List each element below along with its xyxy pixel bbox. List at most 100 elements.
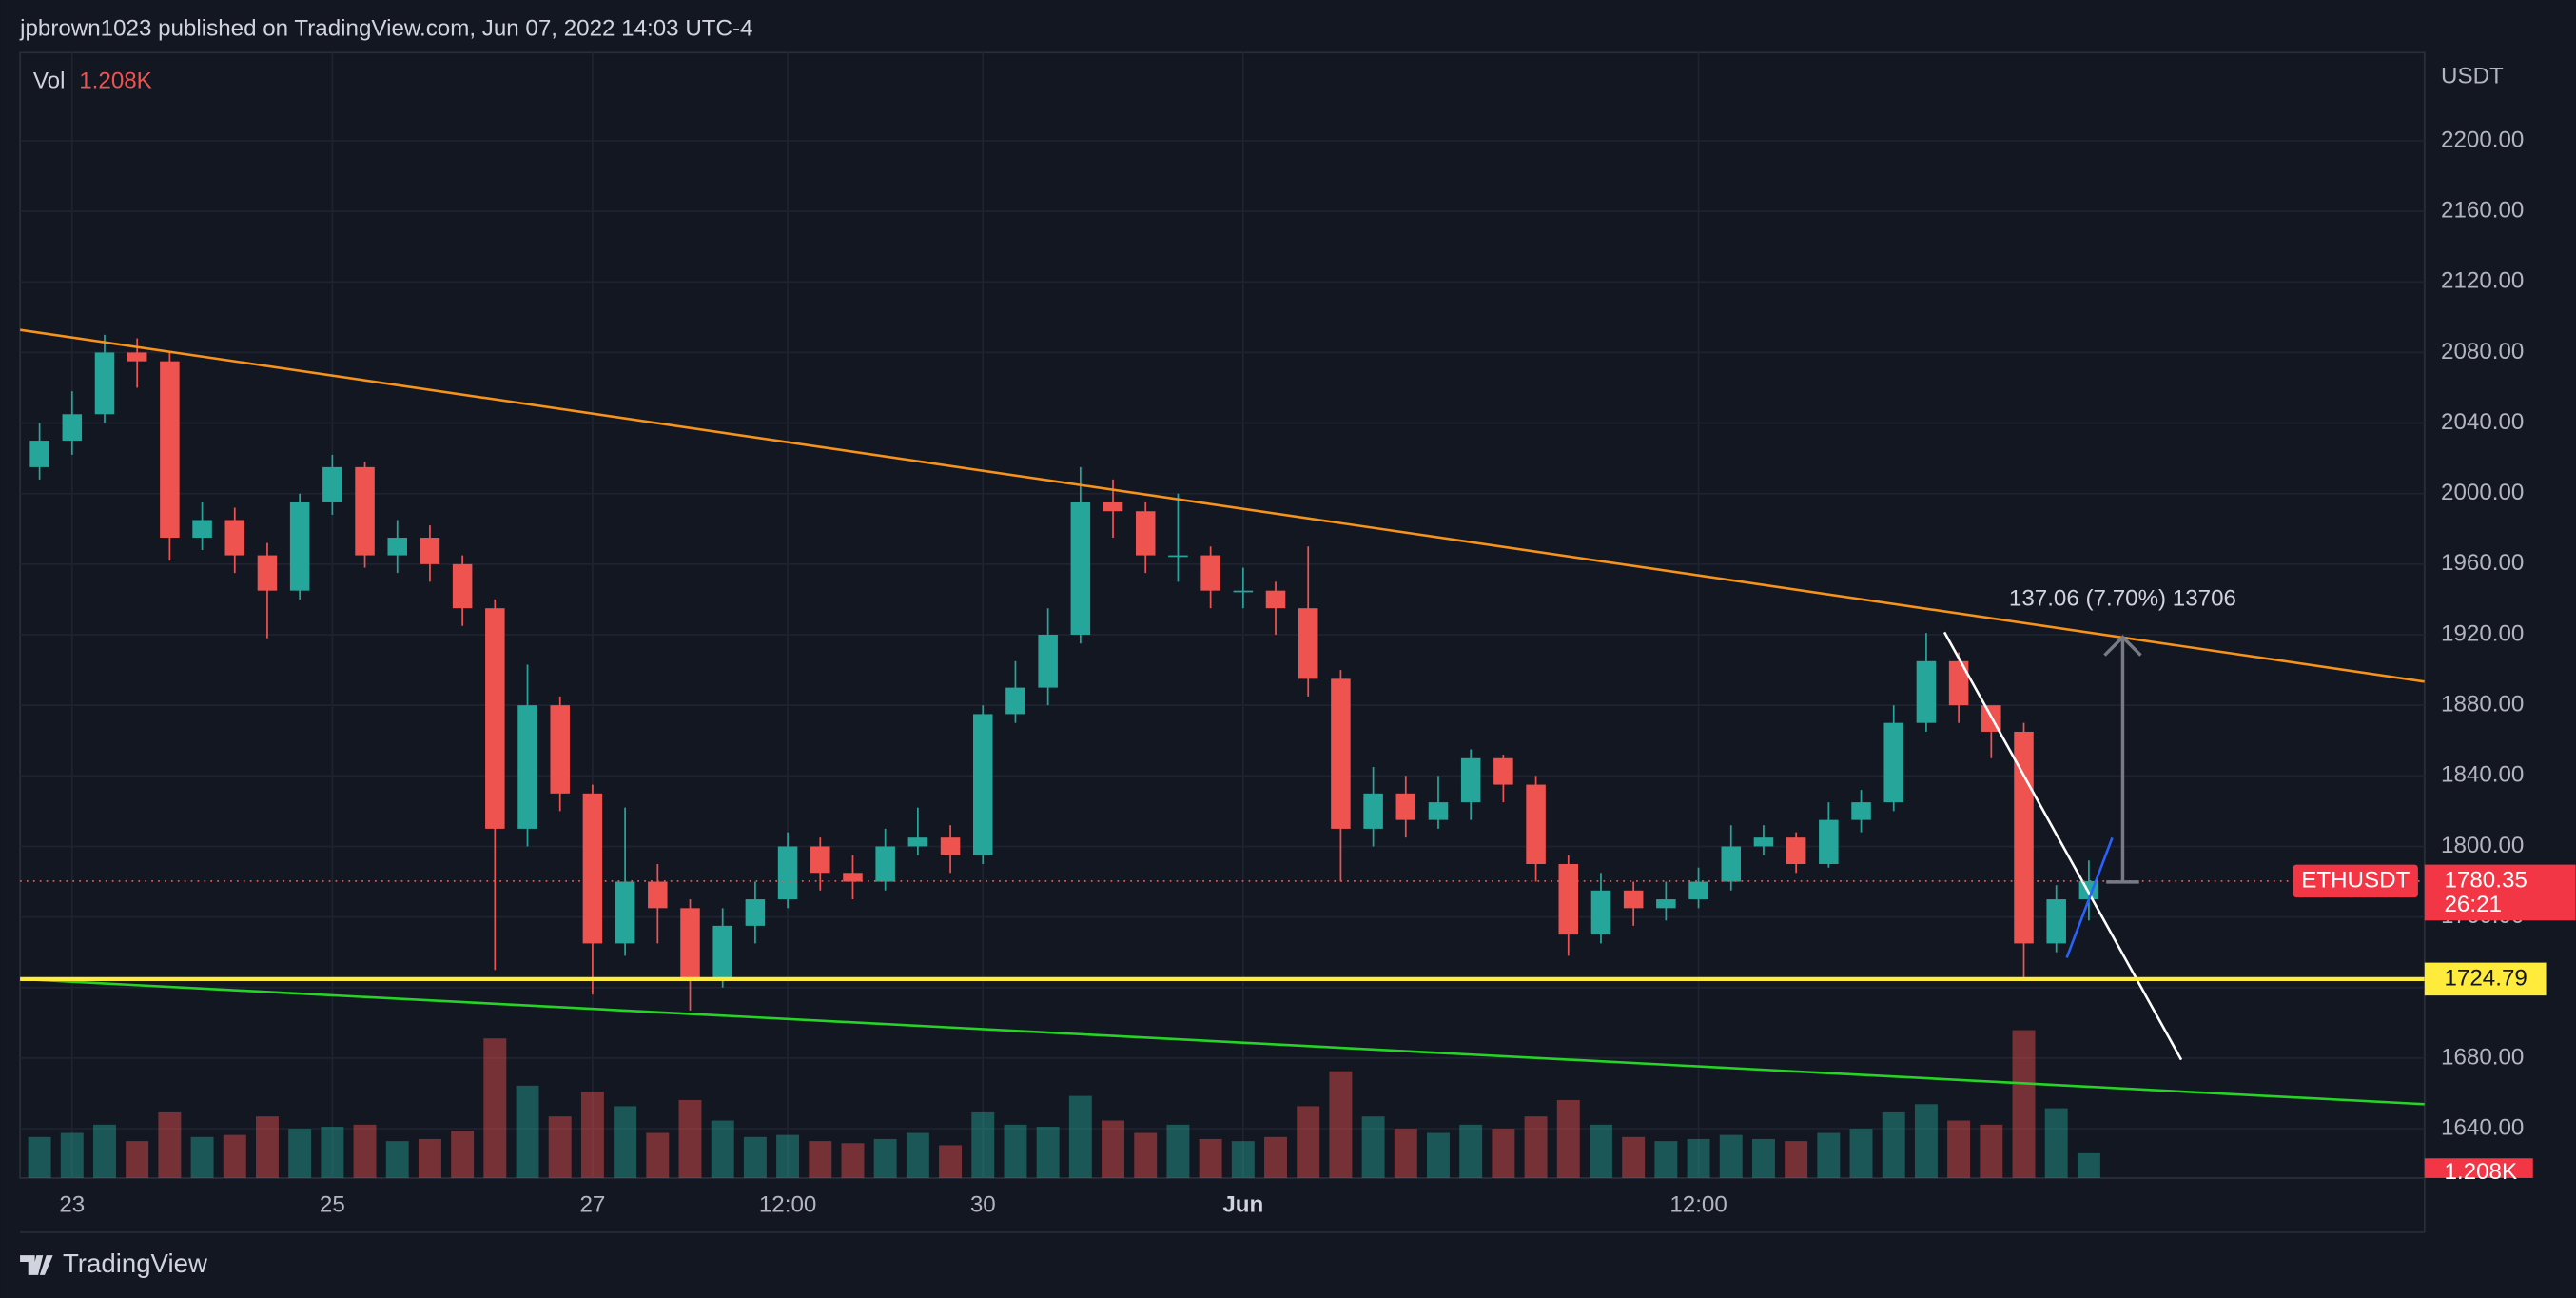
candle-body: [1298, 608, 1318, 679]
volume-bar: [1556, 1099, 1580, 1178]
volume-bar: [939, 1145, 963, 1178]
x-tick-label: Jun: [1222, 1192, 1263, 1218]
trend-line: [1942, 631, 2183, 1061]
volume-bar: [678, 1099, 702, 1178]
y-tick-label: 2120.00: [2441, 268, 2524, 294]
candle-body: [1916, 660, 1937, 723]
y-tick-label: 1880.00: [2441, 692, 2524, 718]
y-tick-label: 2160.00: [2441, 197, 2524, 223]
countdown-label: 26:21: [2445, 892, 2502, 917]
volume-bar: [1329, 1071, 1353, 1178]
symbol-box: [2293, 864, 2418, 898]
candle-body: [1493, 757, 1513, 785]
drawings: [20, 328, 2425, 1106]
candle-body: [29, 441, 49, 467]
candle-body: [712, 925, 732, 979]
candle-body: [680, 908, 700, 979]
header: jpbrown1023 published on TradingView.com…: [19, 15, 752, 41]
candle-body: [1948, 660, 1969, 706]
candle-body: [1233, 590, 1254, 593]
candle-body: [452, 563, 473, 609]
volume-bar: [1264, 1136, 1287, 1178]
volume-bar: [1914, 1104, 1938, 1178]
candle-body: [1656, 899, 1676, 909]
candle-body: [973, 714, 993, 856]
volume-bar: [483, 1038, 507, 1178]
volume-bar: [60, 1132, 84, 1178]
volume-bar: [385, 1141, 409, 1178]
last-price-label: 1780.35: [2445, 867, 2527, 893]
candle-body: [1623, 890, 1644, 909]
y-tick-label: 2080.00: [2441, 339, 2524, 364]
candle-body: [62, 414, 83, 442]
candle-body: [1265, 590, 1286, 609]
volume-bar: [1134, 1132, 1158, 1178]
volume-bar: [646, 1132, 670, 1178]
y-tick-label: 1800.00: [2441, 833, 2524, 858]
volume-bar: [906, 1132, 929, 1178]
candle-body: [745, 899, 766, 926]
candle-body: [1819, 819, 1839, 864]
x-tick-label: 25: [320, 1192, 345, 1218]
candle-body: [1883, 722, 1903, 803]
y-axis-label: USDT: [2441, 64, 2504, 89]
y-tick-label: 1640.00: [2441, 1114, 2524, 1140]
volume-bar: [971, 1111, 995, 1178]
candle-body: [1005, 687, 1025, 715]
y-tick-label: 2200.00: [2441, 127, 2524, 152]
volume-bar: [1524, 1116, 1548, 1178]
candles: [28, 334, 2100, 1178]
volume-bar: [516, 1085, 539, 1178]
volume-bar: [1622, 1136, 1646, 1178]
logo: [20, 1255, 53, 1275]
candle-body: [420, 538, 440, 564]
volume-bar: [1590, 1124, 1612, 1178]
volume-bar: [1004, 1124, 1027, 1178]
volume-bar: [1166, 1124, 1190, 1178]
volume-bar: [288, 1129, 312, 1178]
volume-bar: [1654, 1141, 1678, 1178]
candle-body: [843, 873, 863, 882]
measure-label: 137.06 (7.70%) 13706: [2009, 585, 2236, 611]
candle-body: [1460, 757, 1481, 803]
volume-bar: [1068, 1095, 1092, 1178]
candle-body: [1558, 863, 1579, 935]
y-tick-label: 1680.00: [2441, 1044, 2524, 1070]
plot-area: [19, 51, 2426, 1179]
x-tick-label: 23: [59, 1192, 85, 1218]
x-tick-label: 12:00: [1669, 1192, 1727, 1218]
volume-bar: [190, 1136, 214, 1178]
candle-body: [127, 352, 147, 362]
price-box: [2424, 864, 2576, 921]
candle-body: [550, 705, 570, 794]
volume-bar: [353, 1124, 377, 1178]
volume-bar: [2077, 1152, 2100, 1178]
candle-body: [257, 555, 278, 591]
volume-bar: [93, 1124, 116, 1178]
candle-body: [1786, 837, 1806, 864]
volume-bar: [1882, 1111, 1905, 1178]
volume-bar: [1297, 1106, 1320, 1178]
y-tick-label: 1960.00: [2441, 550, 2524, 576]
symbol-label: ETHUSDT: [2301, 867, 2410, 893]
volume-bar: [1785, 1141, 1808, 1178]
volume-bar: [1492, 1129, 1515, 1178]
trend-line: [20, 977, 2425, 1106]
candle-body: [1200, 555, 1220, 591]
volume-box: [2424, 1158, 2533, 1178]
candle-body: [1753, 837, 1774, 847]
volume-bar: [1036, 1127, 1060, 1178]
footer: TradingView: [63, 1249, 207, 1278]
candle-body: [1331, 678, 1351, 829]
candle-body: [355, 466, 375, 556]
candle-body: [322, 466, 342, 502]
volume-bar: [1687, 1138, 1710, 1178]
candle-body: [1721, 846, 1742, 882]
volume-bar: [548, 1116, 572, 1178]
volume-bar: [1427, 1132, 1450, 1178]
volume-bar: [614, 1106, 637, 1178]
candle-body: [1590, 890, 1611, 935]
volume-bar: [841, 1143, 865, 1178]
candle-body: [1526, 784, 1546, 864]
